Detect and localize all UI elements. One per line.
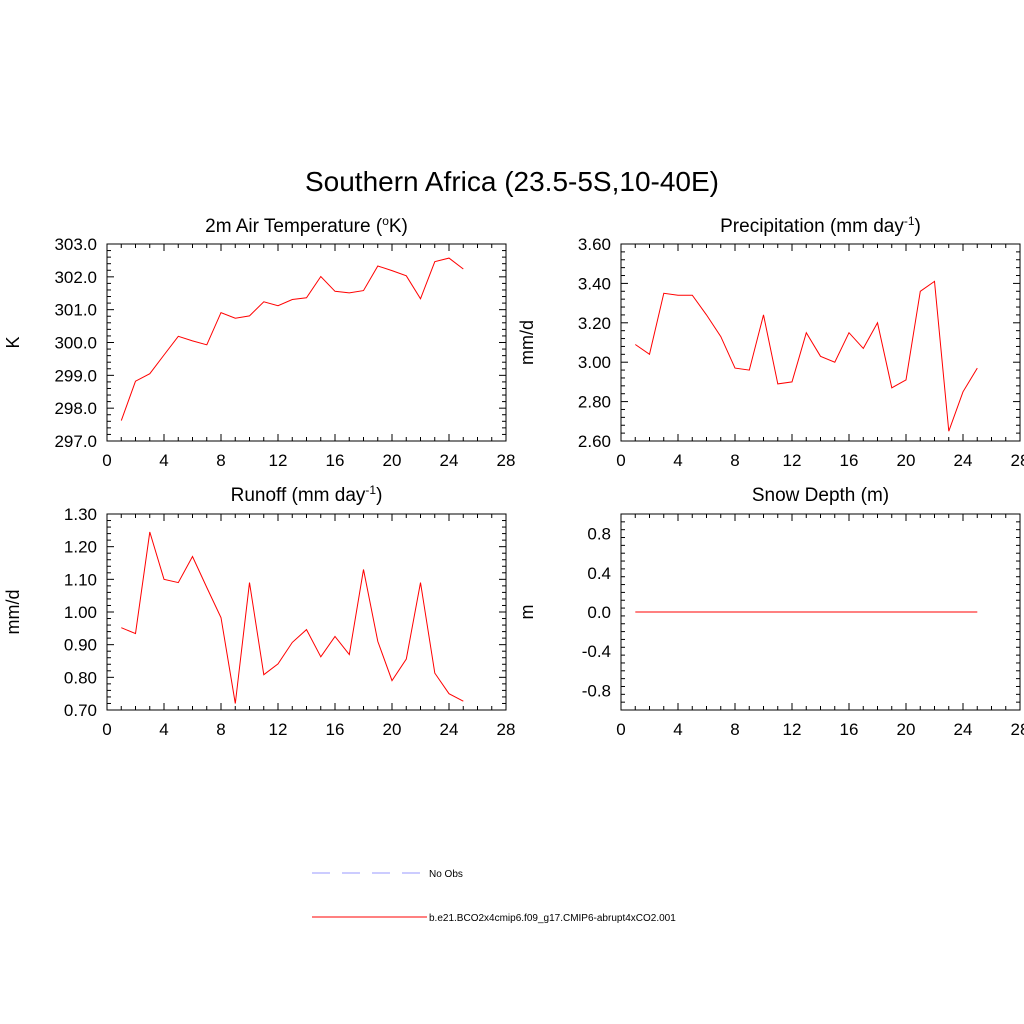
y-tick-label: 1.20 — [64, 538, 97, 557]
x-tick-label: 8 — [730, 451, 739, 470]
series-line — [120, 257, 464, 421]
panel-title: Precipitation (mm day-1) — [720, 214, 921, 237]
x-tick-label: 12 — [269, 720, 288, 739]
x-tick-label: 28 — [1011, 720, 1024, 739]
x-tick-label: 8 — [216, 451, 225, 470]
y-tick-label: 298.0 — [54, 399, 97, 418]
x-tick-label: 16 — [326, 451, 345, 470]
y-tick-label: 3.00 — [578, 353, 611, 372]
x-tick-label: 4 — [159, 451, 168, 470]
page-title: Southern Africa (23.5-5S,10-40E) — [305, 166, 719, 197]
chart-panel-4: Snow Depth (m) 0 4 8 12 16 20 24 28 -0.8 -0.4 0.0 0.… — [517, 485, 1024, 739]
y-axis-label: mm/d — [3, 590, 23, 635]
x-tick-label: 20 — [383, 720, 402, 739]
x-tick-label: 28 — [497, 451, 516, 470]
x-tick-label: 4 — [673, 720, 682, 739]
x-tick-label: 24 — [440, 720, 459, 739]
x-tick-label: 8 — [216, 720, 225, 739]
x-tick-label: 0 — [102, 720, 111, 739]
y-tick-label: 299.0 — [54, 366, 97, 385]
y-tick-label: 1.10 — [64, 570, 97, 589]
y-tick-label: 3.20 — [578, 314, 611, 333]
x-tick-label: 20 — [897, 720, 916, 739]
x-tick-label: 0 — [102, 451, 111, 470]
legend-label: No Obs — [429, 869, 463, 880]
y-tick-label: 0.90 — [64, 636, 97, 655]
y-axis-label: K — [3, 336, 23, 348]
x-tick-label: 20 — [897, 451, 916, 470]
x-tick-label: 20 — [383, 451, 402, 470]
x-tick-label: 16 — [840, 720, 859, 739]
legend: No Obs b.e21.BCO2x4cmip6.f09_g17.CMIP6-ab… — [312, 869, 676, 924]
chart-panel-1: 2m Air Temperature (oK) 0 4 8 12 16 20 24 28 297.… — [3, 214, 515, 470]
panels: 2m Air Temperature (oK) 0 4 8 12 16 20 24 28 297.… — [3, 214, 1024, 739]
x-tick-label: 24 — [440, 451, 459, 470]
panel-title: Snow Depth (m) — [752, 485, 889, 506]
panel-title: 2m Air Temperature (oK) — [205, 214, 408, 237]
x-tick-label: 12 — [269, 451, 288, 470]
plot-frame — [106, 243, 507, 442]
y-tick-label: 1.30 — [64, 505, 97, 524]
y-tick-label: 0.8 — [587, 525, 611, 544]
plot-frame — [106, 513, 507, 711]
x-tick-label: 0 — [616, 720, 625, 739]
y-tick-label: 3.40 — [578, 274, 611, 293]
panel-title: Runoff (mm day-1) — [231, 483, 383, 506]
plot-frame — [620, 243, 1021, 442]
y-tick-label: -0.4 — [582, 642, 611, 661]
x-tick-label: 16 — [840, 451, 859, 470]
x-tick-label: 24 — [954, 451, 973, 470]
x-tick-label: 12 — [783, 720, 802, 739]
y-tick-label: 301.0 — [54, 301, 97, 320]
x-tick-label: 28 — [497, 720, 516, 739]
x-tick-label: 8 — [730, 720, 739, 739]
y-tick-label: 2.80 — [578, 393, 611, 412]
y-tick-label: 0.4 — [587, 564, 611, 583]
legend-item: No Obs — [312, 869, 463, 880]
x-tick-label: 12 — [783, 451, 802, 470]
chart-panel-2: Precipitation (mm day-1) 0 4 8 12 16 20 24 28 2.6… — [517, 214, 1024, 470]
y-tick-label: 302.0 — [54, 268, 97, 287]
chart-panel-3: Runoff (mm day-1) 0 4 8 12 16 20 24 28 0.70 0.80 0.… — [3, 483, 515, 739]
y-tick-label: 0.0 — [587, 603, 611, 622]
x-tick-label: 4 — [673, 451, 682, 470]
y-tick-label: 297.0 — [54, 432, 97, 451]
y-tick-label: -0.8 — [582, 681, 611, 700]
series-line — [635, 280, 978, 432]
y-tick-label: 300.0 — [54, 334, 97, 353]
x-tick-label: 16 — [326, 720, 345, 739]
y-tick-label: 0.80 — [64, 668, 97, 687]
legend-label: b.e21.BCO2x4cmip6.f09_g17.CMIP6-abrupt4x… — [429, 913, 676, 924]
x-tick-label: 24 — [954, 720, 973, 739]
y-tick-label: 2.60 — [578, 432, 611, 451]
x-tick-label: 28 — [1011, 451, 1024, 470]
x-tick-label: 4 — [159, 720, 168, 739]
y-tick-label: 1.00 — [64, 603, 97, 622]
legend-item: b.e21.BCO2x4cmip6.f09_g17.CMIP6-abrupt4x… — [312, 913, 676, 924]
y-tick-label: 303.0 — [54, 235, 97, 254]
y-tick-label: 3.60 — [578, 235, 611, 254]
y-axis-label: mm/d — [517, 320, 537, 365]
y-tick-label: 0.70 — [64, 701, 97, 720]
y-axis-label: m — [517, 605, 537, 620]
x-tick-label: 0 — [616, 451, 625, 470]
series-line — [121, 531, 464, 704]
